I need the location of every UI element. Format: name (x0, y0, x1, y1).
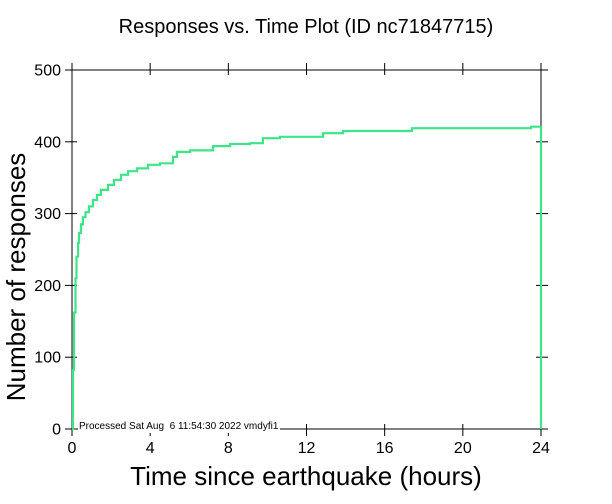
chart-title: Responses vs. Time Plot (ID nc71847715) (118, 16, 494, 38)
y-tick-label: 200 (34, 278, 61, 295)
x-axis-label: Time since earthquake (hours) (130, 461, 482, 491)
y-tick-label: 500 (34, 63, 61, 80)
y-tick-label: 0 (52, 422, 61, 439)
x-tick-label: 24 (532, 440, 550, 457)
x-tick-label: 0 (68, 440, 77, 457)
y-tick-label: 300 (34, 206, 61, 223)
x-tick-label: 8 (224, 440, 233, 457)
x-tick-label: 16 (376, 440, 394, 457)
x-tick-label: 20 (454, 440, 472, 457)
x-tick-label: 4 (146, 440, 155, 457)
y-tick-label: 400 (34, 134, 61, 151)
y-tick-label: 100 (34, 350, 61, 367)
processed-timestamp-note: Processed Sat Aug 6 11:54:30 2022 vmdyfi… (78, 421, 281, 433)
axis-frame (71, 69, 542, 430)
x-tick-label: 12 (298, 440, 316, 457)
response-curve (71, 125, 543, 431)
